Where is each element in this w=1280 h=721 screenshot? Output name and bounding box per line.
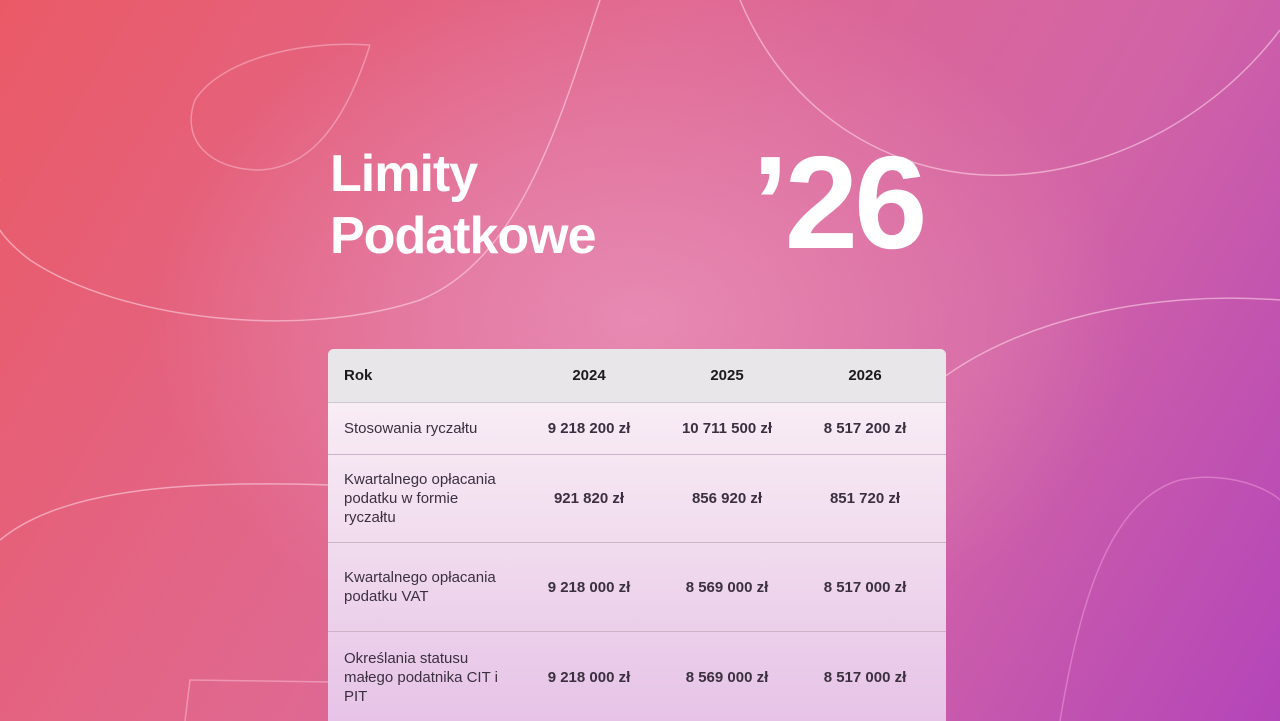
row-label: Kwartalnego opłacania podatku w formie r… <box>344 471 496 526</box>
header-cell: 2026 <box>848 367 882 384</box>
tax-limits-table: Rok 2024 2025 2026 Stosowania ryczałtu 9… <box>328 349 946 721</box>
row-label: Określania statusu małego podatnika CIT … <box>344 649 498 705</box>
row-label: Stosowania ryczałtu <box>344 420 478 437</box>
title-line-2: Podatkowe <box>330 207 596 265</box>
value-cell: 921 820 zł <box>553 490 625 507</box>
header-cell: 2024 <box>572 367 606 384</box>
table-row: Stosowania ryczałtu 9 218 200 zł 10 711 … <box>328 403 946 455</box>
row-label: Kwartalnego opłacania podatku VAT <box>344 569 496 605</box>
table-header: Rok 2024 2025 2026 <box>328 349 946 403</box>
value-cell: 9 218 000 zł <box>547 668 631 686</box>
header-cell: 2025 <box>710 367 744 384</box>
value-cell: 856 920 zł <box>691 490 763 507</box>
value-cell: 9 218 000 zł <box>547 578 631 596</box>
value-cell: 8 517 000 zł <box>823 578 907 596</box>
value-cell: 8 517 200 zł <box>823 420 907 437</box>
title-line-1: Limity <box>330 145 478 203</box>
value-cell: 851 720 zł <box>829 490 901 507</box>
header-cell: Rok <box>344 367 373 384</box>
table-row: Kwartalnego opłacania podatku w formie r… <box>328 455 946 543</box>
page-title: Limity Podatkowe <box>330 143 596 267</box>
value-cell: 8 569 000 zł <box>685 578 769 596</box>
table-row: Określania statusu małego podatnika CIT … <box>328 632 946 721</box>
value-cell: 10 711 500 zł <box>681 420 773 437</box>
value-cell: 8 517 000 zł <box>823 668 907 686</box>
value-cell: 8 569 000 zł <box>685 668 769 686</box>
table-row: Kwartalnego opłacania podatku VAT 9 218 … <box>328 543 946 632</box>
value-cell: 9 218 200 zł <box>547 420 631 437</box>
year-label: ’26 <box>752 129 927 276</box>
